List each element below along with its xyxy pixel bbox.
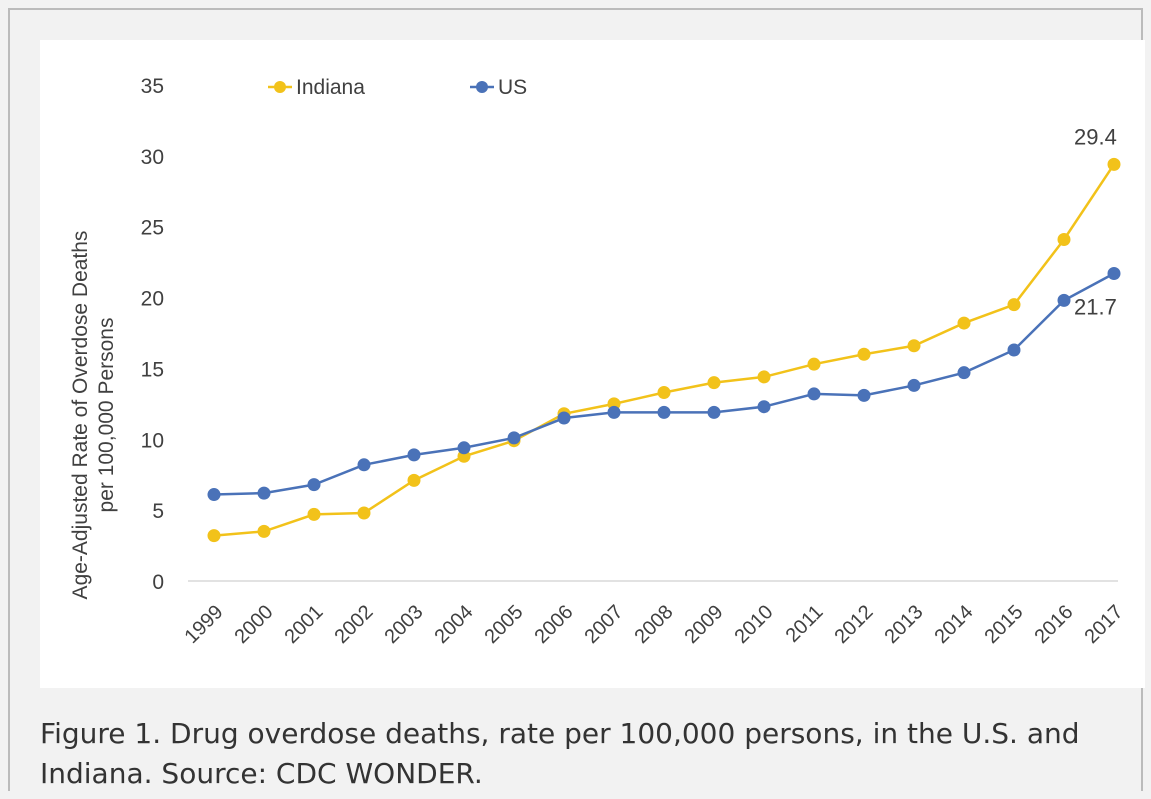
x-tick-label: 2013 — [881, 601, 928, 648]
data-point-us — [1107, 266, 1121, 280]
x-tick-label: 2006 — [531, 601, 578, 648]
x-tick-label: 2015 — [981, 601, 1028, 648]
data-point-indiana — [657, 386, 671, 400]
data-point-us — [707, 405, 721, 419]
x-tick-label: 2001 — [281, 601, 328, 648]
data-point-us — [307, 478, 321, 492]
data-point-us — [657, 405, 671, 419]
x-tick-label: 1999 — [181, 601, 228, 648]
data-point-indiana — [257, 524, 271, 538]
data-point-us — [507, 431, 521, 445]
y-tick-label: 35 — [141, 75, 164, 98]
x-tick-label: 2004 — [431, 601, 478, 648]
data-label-indiana: 29.4 — [1074, 124, 1117, 149]
y-tick-label: 25 — [141, 217, 164, 240]
data-point-us — [807, 387, 821, 401]
series-line-us — [213, 272, 1115, 496]
x-tick-labels: 1999 2000 2001 2002 2003 2004 2005 2006 2007 2008… — [181, 601, 1128, 648]
annotations: 29.4 21.7 — [1074, 124, 1117, 319]
x-tick-label: 2016 — [1031, 601, 1078, 648]
data-point-indiana — [857, 347, 871, 361]
x-tick-label: 2014 — [931, 601, 978, 648]
x-tick-label: 2011 — [782, 601, 828, 647]
y-axis-title: Age-Adjusted Rate of Overdose Deaths per… — [69, 231, 118, 600]
data-point-us — [757, 400, 771, 414]
data-point-us — [1007, 343, 1021, 357]
y-axis-label-line1: Age-Adjusted Rate of Overdose Deaths — [69, 231, 92, 600]
figure-frame: Age-Adjusted Rate of Overdose Deaths per… — [8, 8, 1145, 791]
data-point-indiana — [1007, 298, 1021, 312]
data-point-indiana — [957, 316, 971, 330]
x-tick-label: 2005 — [481, 601, 528, 648]
data-point-us — [557, 411, 571, 425]
x-tick-label: 2012 — [831, 601, 878, 648]
x-tick-label: 2010 — [731, 601, 778, 648]
y-tick-label: 15 — [141, 358, 164, 381]
data-point-us — [207, 488, 221, 502]
data-point-indiana — [307, 507, 321, 521]
data-point-us — [357, 458, 371, 472]
data-point-indiana — [907, 339, 921, 353]
data-point-us — [407, 448, 421, 462]
data-point-us — [857, 388, 871, 402]
x-tick-label: 2009 — [681, 601, 728, 648]
chart-panel: Age-Adjusted Rate of Overdose Deaths per… — [40, 40, 1145, 688]
legend-label-us: US — [498, 76, 527, 99]
line-chart: Age-Adjusted Rate of Overdose Deaths per… — [69, 75, 1128, 648]
x-tick-label: 2002 — [331, 601, 378, 648]
data-point-indiana — [1107, 157, 1121, 171]
data-point-us — [457, 441, 471, 455]
legend-marker-indiana — [274, 81, 286, 93]
series-layer — [207, 157, 1121, 543]
data-point-us — [907, 378, 921, 392]
data-point-indiana — [207, 529, 221, 543]
y-tick-label: 5 — [152, 500, 164, 523]
x-tick-label: 2007 — [581, 601, 628, 648]
data-label-us: 21.7 — [1074, 294, 1117, 319]
data-point-indiana — [757, 370, 771, 384]
x-tick-label: 2003 — [381, 601, 428, 648]
data-point-us — [257, 486, 271, 500]
legend-marker-us — [476, 81, 488, 93]
legend-label-indiana: Indiana — [296, 76, 365, 99]
y-tick-label: 10 — [141, 429, 164, 452]
legend: Indiana US — [268, 76, 527, 99]
x-tick-label: 2008 — [631, 601, 678, 648]
data-point-indiana — [407, 473, 421, 487]
data-point-indiana — [807, 357, 821, 371]
x-tick-label: 2017 — [1081, 601, 1128, 648]
data-point-indiana — [707, 376, 721, 390]
y-tick-labels: 0 5 10 15 20 25 30 35 — [141, 75, 164, 594]
x-tick-label: 2000 — [231, 601, 278, 648]
y-tick-label: 0 — [152, 571, 164, 594]
series-line-indiana — [213, 163, 1116, 537]
data-point-indiana — [357, 506, 371, 520]
y-tick-label: 30 — [141, 146, 164, 169]
data-point-us — [1057, 293, 1071, 307]
y-axis-label-line2: per 100,000 Persons — [95, 318, 118, 513]
y-tick-label: 20 — [141, 288, 164, 311]
figure-caption: Figure 1. Drug overdose deaths, rate per… — [40, 717, 1080, 790]
data-point-us — [607, 405, 621, 419]
data-point-indiana — [1057, 232, 1071, 246]
data-point-us — [957, 366, 971, 380]
